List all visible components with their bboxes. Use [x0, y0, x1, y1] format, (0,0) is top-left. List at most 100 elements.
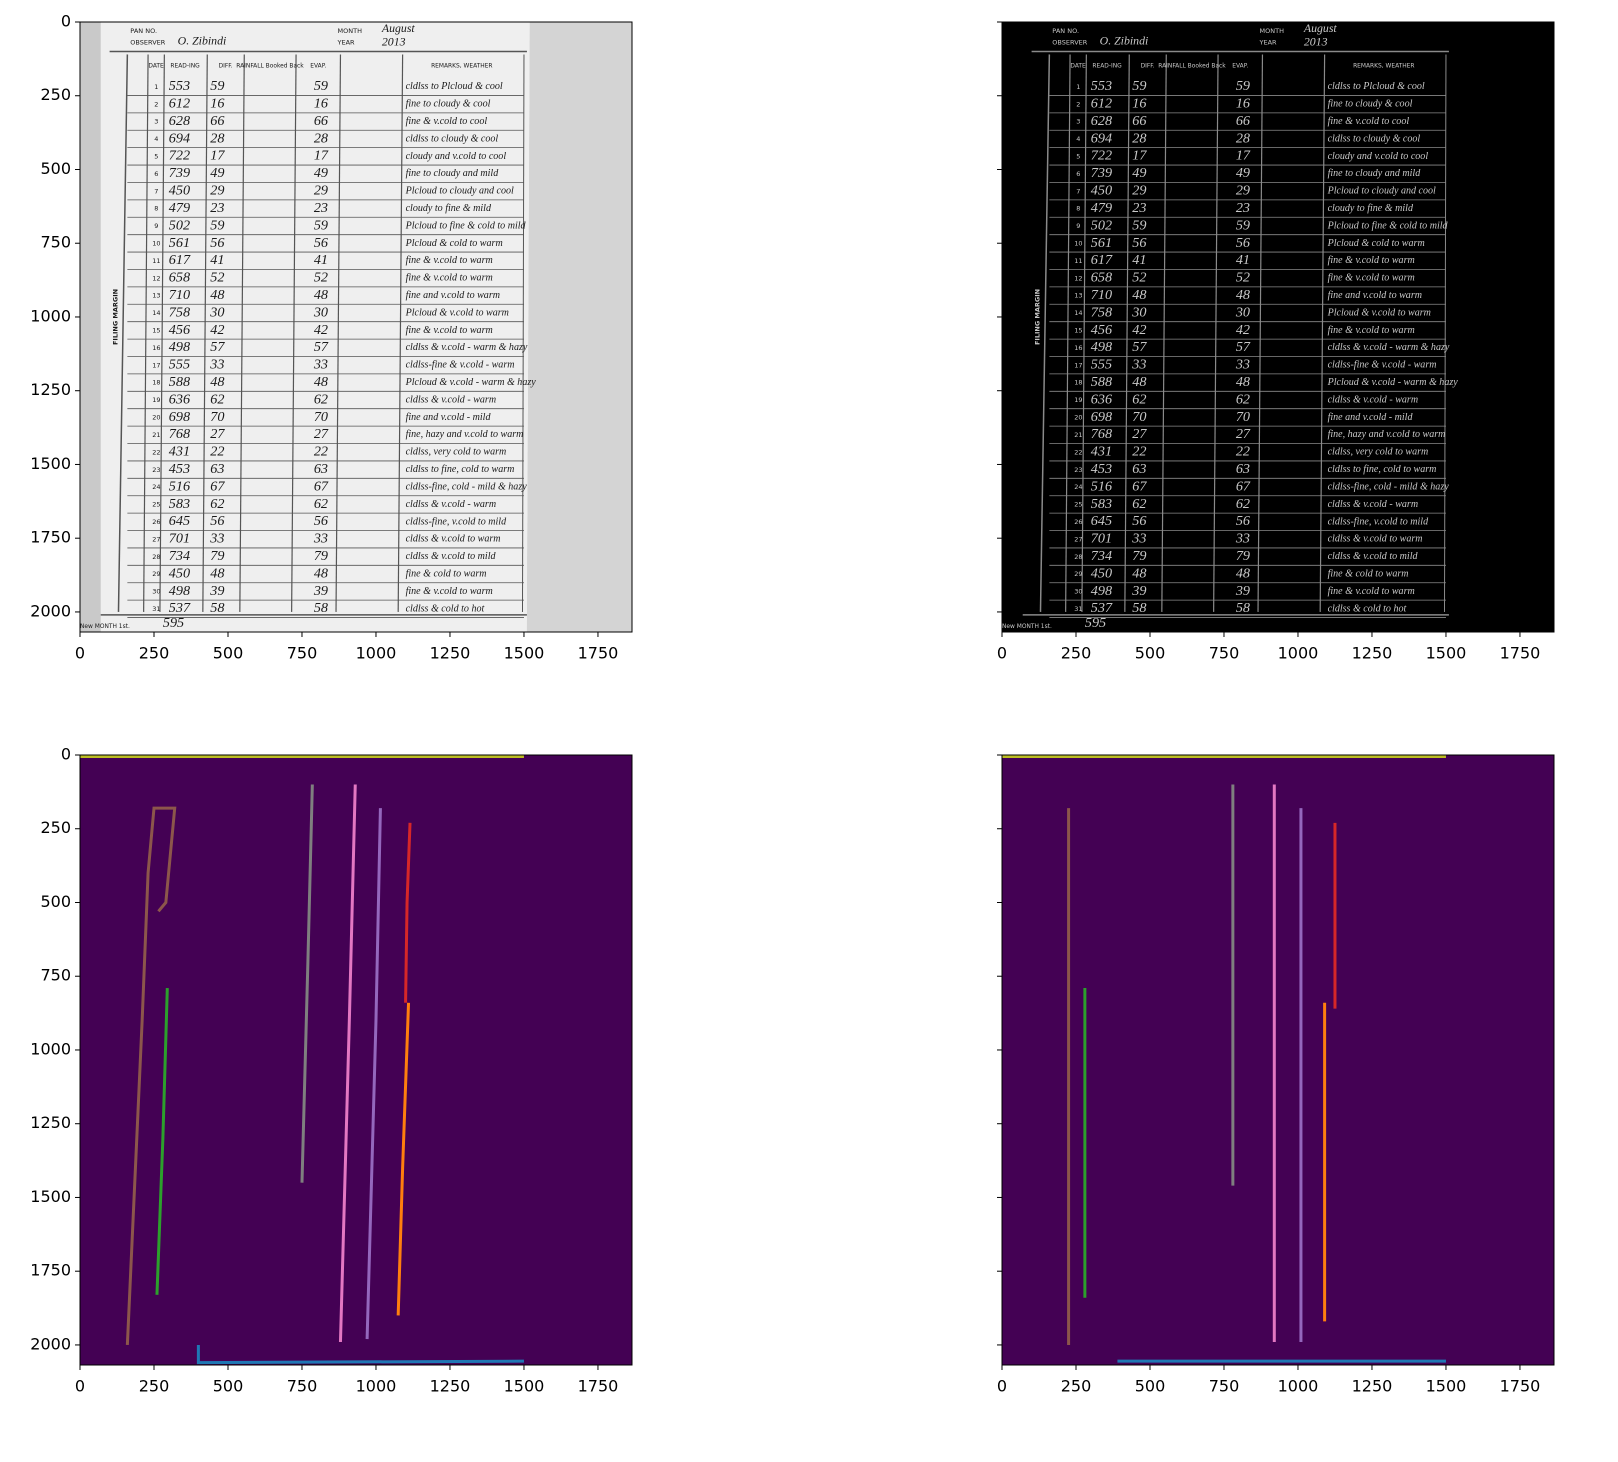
x-tick-label: 750: [287, 644, 318, 663]
form-text: 6: [154, 170, 158, 178]
form-text: 431: [1091, 444, 1112, 460]
form-text: O. Zibindi: [178, 34, 227, 48]
form-text: O. Zibindi: [1100, 34, 1149, 48]
form-text: 636: [169, 391, 191, 407]
form-text: 27: [152, 535, 160, 543]
form-text: fine & v.cold to warm: [1328, 273, 1415, 284]
form-text: 16: [1074, 344, 1082, 352]
form-text: 29: [1132, 183, 1146, 199]
form-text: cldlss & v.cold - warm: [406, 499, 497, 510]
form-text: 21: [1074, 431, 1082, 439]
form-text: PAN NO.: [130, 27, 157, 35]
form-text: Plcloud & v.cold to warm: [405, 307, 509, 318]
form-text: fine and v.cold - mild: [406, 412, 492, 423]
x-tick-label: 500: [213, 1377, 244, 1396]
form-text: 561: [169, 235, 190, 251]
form-text: cldlss to Plcloud & cool: [406, 81, 503, 92]
form-text: 48: [210, 374, 224, 390]
form-text: 26: [152, 518, 160, 526]
form-text: 10: [1074, 240, 1082, 248]
form-text: 33: [1131, 531, 1146, 547]
form-text: 57: [210, 339, 225, 355]
form-text: Plcloud & cold to warm: [405, 238, 503, 249]
form-text: cldlss-fine, v.cold to mild: [406, 516, 508, 527]
y-tick-label: 1250: [30, 1113, 71, 1132]
form-text: 617: [169, 252, 191, 268]
form-text: 758: [169, 304, 190, 320]
x-tick-label: 750: [287, 1377, 318, 1396]
x-tick-label: 0: [75, 644, 85, 663]
form-text: 658: [1091, 270, 1112, 286]
form-text: 701: [1091, 531, 1112, 547]
form-text: 17: [314, 148, 329, 164]
form-text: 595: [1085, 615, 1106, 631]
form-text: 636: [1091, 391, 1113, 407]
x-tick-label: 1500: [1426, 1377, 1467, 1396]
segment-line: [155, 987, 169, 1295]
form-text: 23: [210, 200, 224, 216]
form-text: 49: [210, 165, 224, 181]
form-text: 48: [1132, 374, 1146, 390]
form-text: 3: [154, 118, 158, 126]
form-text: 456: [1091, 322, 1113, 338]
form-text: cldlss-fine & v.cold - warm: [406, 360, 515, 371]
form-text: cldlss & v.cold to mild: [1328, 551, 1419, 562]
form-text: 21: [152, 431, 160, 439]
plot-background: [1002, 755, 1554, 1365]
form-text: fine to cloudy & cool: [406, 99, 491, 110]
form-text: 31: [152, 605, 160, 613]
form-text: 9: [1076, 222, 1080, 230]
form-text: 516: [1091, 478, 1113, 494]
form-text: 62: [1236, 391, 1250, 407]
form-text: 27: [314, 426, 329, 442]
form-text: 33: [209, 357, 224, 373]
form-text: 1: [1076, 83, 1080, 91]
form-text: 17: [1132, 148, 1147, 164]
form-text: fine & v.cold to warm: [406, 273, 493, 284]
form-text: 58: [314, 600, 328, 616]
form-text: 16: [152, 344, 160, 352]
form-text: cldlss & cold to hot: [406, 603, 485, 614]
form-text: cldlss to Plcloud & cool: [1328, 81, 1425, 92]
form-text: 22: [210, 444, 224, 460]
x-tick-label: 1000: [356, 644, 397, 663]
form-text: 23: [152, 466, 160, 474]
form-text: 734: [1091, 548, 1112, 564]
form-text: cldlss, very cold to warm: [406, 447, 507, 458]
form-text: cldlss & v.cold to warm: [1328, 534, 1423, 545]
y-tick-label: 2000: [30, 601, 71, 620]
form-text: 6: [1076, 170, 1080, 178]
form-text: cldlss-fine & v.cold - warm: [1328, 360, 1437, 371]
form-text: 25: [1074, 501, 1082, 509]
x-tick-label: 500: [1135, 1377, 1166, 1396]
form-text: cldlss & v.cold - warm: [1328, 394, 1419, 405]
form-text: RAINFALL Booked Back: [236, 64, 304, 70]
form-text: 63: [1236, 461, 1250, 477]
form-text: 710: [169, 287, 190, 303]
form-text: cldlss, very cold to warm: [1328, 447, 1429, 458]
form-text: 17: [1074, 361, 1082, 369]
form-text: 431: [169, 444, 190, 460]
form-text: RAINFALL Booked Back: [1158, 64, 1226, 70]
form-text: 23: [1074, 466, 1082, 474]
form-text: 29: [314, 183, 328, 199]
form-text: 612: [169, 96, 190, 112]
x-tick-label: 0: [997, 1377, 1007, 1396]
form-text: Plcloud & cold to warm: [1327, 238, 1425, 249]
form-text: REMARKS, WEATHER: [431, 64, 492, 70]
form-text: 27: [1074, 535, 1082, 543]
form-text: cldlss-fine, cold - mild & hazy: [1328, 481, 1450, 492]
form-text: 698: [169, 409, 190, 425]
form-text: 739: [169, 165, 190, 181]
form-text: 57: [1132, 339, 1147, 355]
x-tick-label: 250: [1061, 644, 1092, 663]
form-text: 79: [314, 548, 328, 564]
form-text: DIFF.: [1141, 64, 1155, 70]
x-tick-label: 1250: [1352, 644, 1393, 663]
form-text: 17: [152, 361, 160, 369]
x-tick-label: 250: [139, 1377, 170, 1396]
form-text: EVAP.: [1232, 64, 1248, 70]
form-text: fine to cloudy and mild: [406, 168, 500, 179]
form-text: 58: [210, 600, 224, 616]
